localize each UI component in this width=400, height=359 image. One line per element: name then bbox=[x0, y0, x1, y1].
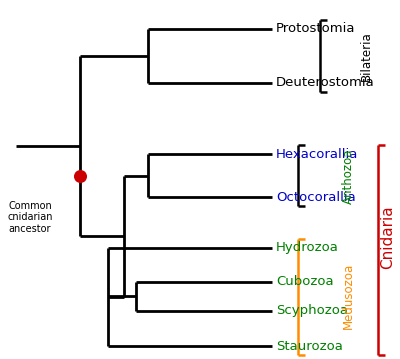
Text: Medusozoa: Medusozoa bbox=[342, 263, 354, 329]
Text: Cnidaria: Cnidaria bbox=[380, 205, 396, 269]
Text: Hydrozoa: Hydrozoa bbox=[276, 241, 339, 254]
Text: Cubozoa: Cubozoa bbox=[276, 275, 334, 288]
Point bbox=[77, 173, 83, 179]
Text: Hexacorallia: Hexacorallia bbox=[276, 148, 358, 161]
Text: Deuterostomia: Deuterostomia bbox=[276, 76, 375, 89]
Text: Protostomia: Protostomia bbox=[276, 22, 356, 35]
Text: Common
cnidarian
ancestor: Common cnidarian ancestor bbox=[7, 201, 53, 234]
Text: Staurozoa: Staurozoa bbox=[276, 340, 343, 353]
Text: Scyphozoa: Scyphozoa bbox=[276, 304, 348, 317]
Text: Anthozoa: Anthozoa bbox=[342, 148, 354, 204]
Text: Octocorallia: Octocorallia bbox=[276, 191, 356, 204]
Text: Bilateria: Bilateria bbox=[360, 31, 372, 80]
